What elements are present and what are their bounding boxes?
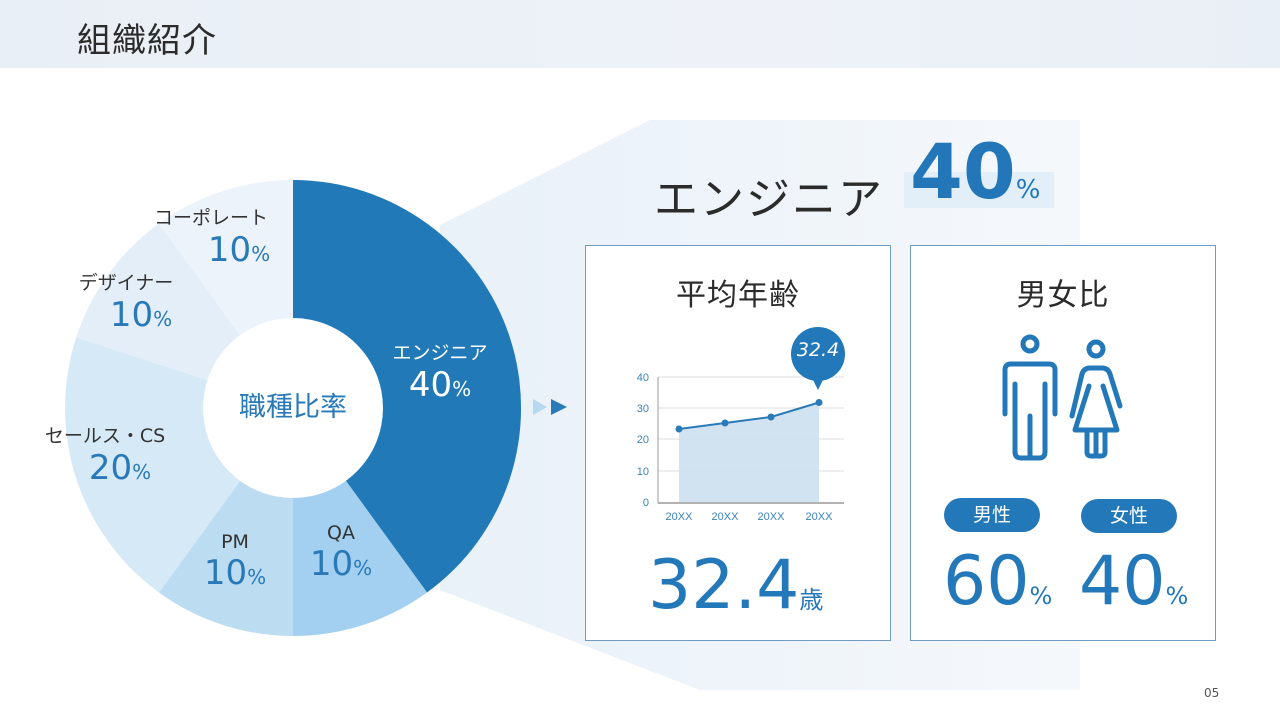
y-tick: 10 [637, 466, 649, 478]
label-engineer: エンジニア 40% [392, 342, 488, 405]
age-callout-value: 32.4 [796, 339, 840, 361]
label-designer: デザイナー 10% [78, 272, 174, 335]
y-tick: 0 [643, 497, 649, 509]
y-tick: 20 [637, 434, 649, 446]
label-qa: QA 10% [309, 522, 373, 584]
x-tick: 20XX [758, 511, 786, 523]
male-label-badge: 男性 [944, 498, 1040, 532]
slide-header: 組織紹介 [0, 0, 1280, 68]
label-pm: PM 10% [203, 531, 267, 593]
label-sales-cs: セールス・CS 20% [44, 425, 166, 488]
x-tick: 20XX [712, 511, 740, 523]
highlight-role-name: エンジニア [654, 174, 884, 225]
female-percentage: 40% [1079, 542, 1189, 621]
page-number: 05 [1204, 686, 1220, 700]
highlight-role-percentage: 40% [910, 127, 1041, 216]
y-tick: 40 [637, 372, 649, 384]
highlight-marker [904, 172, 1054, 208]
average-age-area-chart: 40 30 20 10 0 20XX 20XX 20XX 20XX [637, 327, 845, 523]
average-age-card: 平均年齢 40 30 20 10 0 20XX [585, 245, 891, 641]
female-label-badge: 女性 [1081, 499, 1177, 533]
donut-segment-engineer[interactable] [293, 180, 522, 593]
average-age-title: 平均年齢 [676, 278, 800, 313]
gender-ratio-card: 男女比 男性 女性 60% 40% [910, 245, 1216, 641]
label-corporate: コーポレート 10% [153, 207, 271, 270]
double-arrow-icon [533, 399, 567, 415]
gender-ratio-title: 男女比 [1016, 278, 1110, 313]
x-tick: 20XX [666, 511, 694, 523]
x-tick: 20XX [806, 511, 834, 523]
y-tick: 30 [637, 403, 649, 415]
average-age-value: 32.4歳 [648, 546, 824, 625]
donut-hole [203, 318, 383, 498]
donut-center-label: 職種比率 [239, 392, 347, 423]
male-percentage: 60% [943, 542, 1053, 621]
slide-title: 組織紹介 [77, 21, 217, 61]
male-female-icon [1002, 334, 1123, 461]
